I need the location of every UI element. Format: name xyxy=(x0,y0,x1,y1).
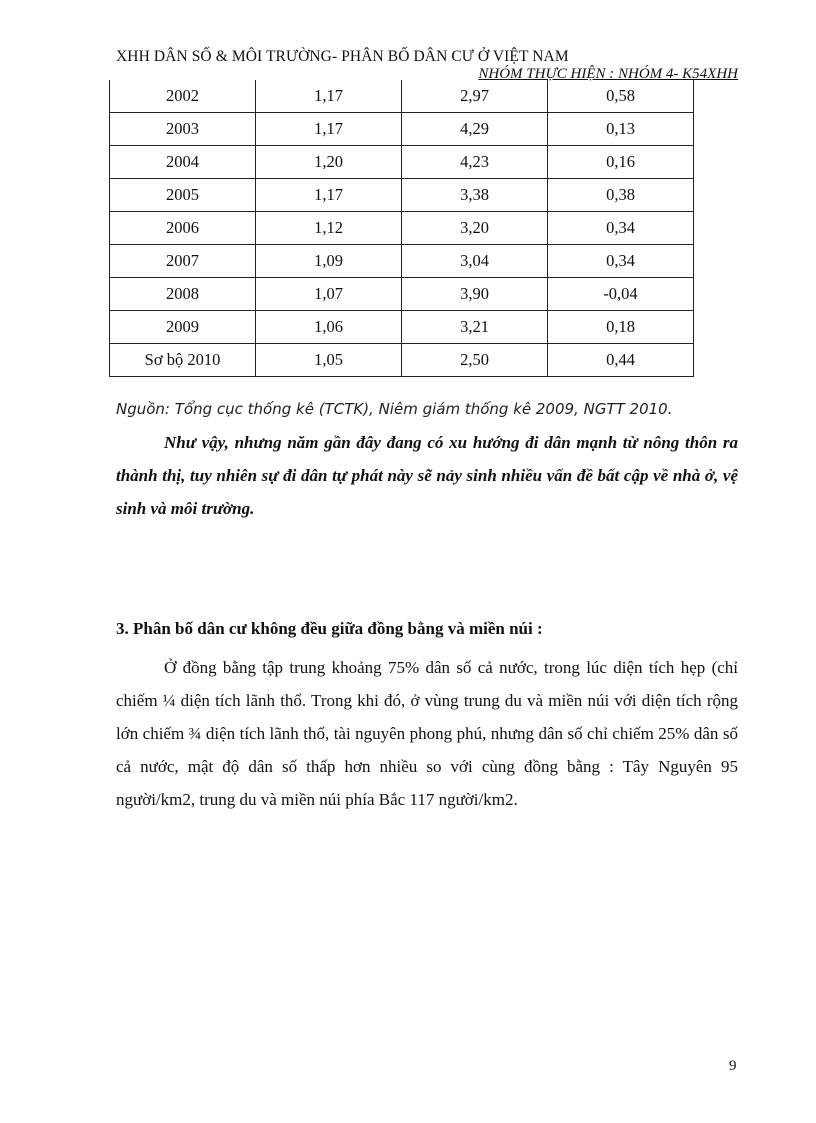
year-cell: 2009 xyxy=(109,310,256,344)
value-cell: 0,58 xyxy=(547,80,694,113)
table-row: Sơ bộ 2010 1,05 2,50 0,44 xyxy=(109,343,694,377)
value-cell: 3,21 xyxy=(401,310,548,344)
section-heading: 3. Phân bố dân cư không đều giữa đồng bằ… xyxy=(116,619,543,638)
table-source-note: Nguồn: Tổng cục thống kê (TCTK), Niêm gi… xyxy=(116,400,673,418)
conclusion-paragraph: Như vậy, nhưng năm gần đây đang có xu hư… xyxy=(116,433,738,518)
value-cell: 1,06 xyxy=(255,310,402,344)
page-number: 9 xyxy=(729,1058,737,1074)
year-cell: 2005 xyxy=(109,178,256,212)
value-cell: 0,16 xyxy=(547,145,694,179)
value-cell: 3,90 xyxy=(401,277,548,311)
value-cell: 1,17 xyxy=(255,178,402,212)
value-cell: 1,17 xyxy=(255,112,402,146)
value-cell: 4,23 xyxy=(401,145,548,179)
value-cell: 2,50 xyxy=(401,343,548,377)
table-row: 2009 1,06 3,21 0,18 xyxy=(109,310,694,344)
value-cell: 0,34 xyxy=(547,211,694,245)
year-cell: 2002 xyxy=(109,80,256,113)
year-cell: 2006 xyxy=(109,211,256,245)
table-row: 2004 1,20 4,23 0,16 xyxy=(109,145,694,179)
value-cell: -0,04 xyxy=(547,277,694,311)
table-row: 2006 1,12 3,20 0,34 xyxy=(109,211,694,245)
value-cell: 3,20 xyxy=(401,211,548,245)
value-cell: 2,97 xyxy=(401,80,548,113)
value-cell: 0,44 xyxy=(547,343,694,377)
year-cell: 2008 xyxy=(109,277,256,311)
table-row: 2007 1,09 3,04 0,34 xyxy=(109,244,694,278)
migration-rate-table: 2002 1,17 2,97 0,58 2003 1,17 4,29 0,13 2004 1,20… xyxy=(109,80,694,377)
value-cell: 0,18 xyxy=(547,310,694,344)
value-cell: 1,12 xyxy=(255,211,402,245)
table-row: 2008 1,07 3,90 -0,04 xyxy=(109,277,694,311)
value-cell: 0,34 xyxy=(547,244,694,278)
table-row: 2005 1,17 3,38 0,38 xyxy=(109,178,694,212)
value-cell: 0,13 xyxy=(547,112,694,146)
table-row: 2003 1,17 4,29 0,13 xyxy=(109,112,694,146)
value-cell: 0,38 xyxy=(547,178,694,212)
value-cell: 1,07 xyxy=(255,277,402,311)
value-cell: 3,04 xyxy=(401,244,548,278)
running-header-group: NHÓM THỰC HIỆN : NHÓM 4- K54XHH xyxy=(478,66,738,82)
value-cell: 1,17 xyxy=(255,80,402,113)
year-cell: 2004 xyxy=(109,145,256,179)
value-cell: 3,38 xyxy=(401,178,548,212)
running-header-title: XHH DÂN SỐ & MÔI TRƯỜNG- PHÂN BỐ DÂN CƯ … xyxy=(116,48,569,65)
section-body-paragraph: Ở đồng bằng tập trung khoảng 75% dân số … xyxy=(116,658,738,809)
year-cell: Sơ bộ 2010 xyxy=(109,343,256,377)
value-cell: 1,20 xyxy=(255,145,402,179)
year-cell: 2003 xyxy=(109,112,256,146)
value-cell: 1,09 xyxy=(255,244,402,278)
value-cell: 4,29 xyxy=(401,112,548,146)
value-cell: 1,05 xyxy=(255,343,402,377)
year-cell: 2007 xyxy=(109,244,256,278)
table-row: 2002 1,17 2,97 0,58 xyxy=(109,80,694,113)
